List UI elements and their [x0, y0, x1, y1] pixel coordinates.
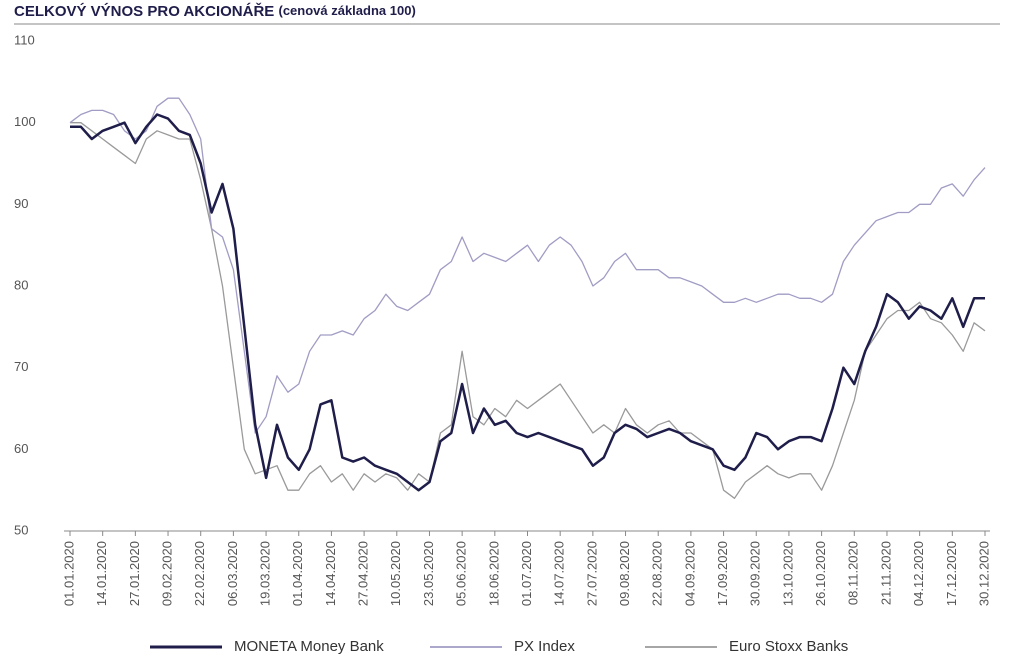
legend-text: PX Index	[514, 638, 575, 655]
series-line	[70, 122, 986, 499]
x-tick-label: 27.04.2020	[356, 541, 371, 606]
x-tick-label: 05.06.2020	[454, 541, 469, 606]
chart-title: CELKOVÝ VÝNOS PRO AKCIONÁŘE (cenová zákl…	[14, 2, 416, 20]
series-line	[70, 113, 985, 492]
x-tick-label: 14.01.2020	[94, 541, 109, 606]
x-tick-label: 27.07.2020	[584, 541, 599, 606]
legend-text: Euro Stoxx Banks	[729, 638, 848, 655]
x-tick-label: 14.04.2020	[323, 541, 338, 606]
x-tick-label: 17.12.2020	[944, 541, 959, 606]
x-tick-label: 01.04.2020	[290, 541, 305, 606]
x-tick-label: 04.12.2020	[911, 541, 926, 606]
x-tick-label: 22.02.2020	[192, 541, 207, 606]
x-tick-label: 30.12.2020	[976, 541, 991, 606]
x-tick-label: 04.09.2020	[682, 541, 697, 606]
subtitle: (cenová základna 100)	[278, 3, 415, 18]
x-tick-label: 27.01.2020	[127, 541, 142, 606]
x-tick-label: 18.06.2020	[486, 541, 501, 606]
x-tick-label: 09.08.2020	[617, 541, 632, 606]
x-tick-label: 01.01.2020	[61, 541, 76, 606]
x-tick-label: 30.09.2020	[748, 541, 763, 606]
y-tick-label: 90	[14, 196, 28, 211]
x-tick-label: 22.08.2020	[650, 541, 665, 606]
x-tick-label: 26.10.2020	[813, 541, 828, 606]
y-tick-label: 50	[14, 522, 28, 537]
x-tick-label: 21.11.2020	[878, 541, 893, 605]
x-tick-label: 10.05.2020	[388, 541, 403, 606]
x-tick-label: 01.07.2020	[519, 541, 534, 606]
x-tick-label: 09.02.2020	[159, 541, 174, 606]
y-tick-label: 100	[14, 114, 36, 129]
x-tick-label: 06.03.2020	[225, 541, 240, 606]
x-tick-label: 17.09.2020	[715, 541, 730, 606]
x-tick-label: 13.10.2020	[780, 541, 795, 606]
x-tick-label: 23.05.2020	[421, 541, 436, 606]
title-main: CELKOVÝ VÝNOS PRO AKCIONÁŘE	[14, 2, 274, 20]
y-tick-label: 70	[14, 359, 28, 374]
y-tick-label: 80	[14, 277, 28, 292]
y-tick-label: 60	[14, 441, 28, 456]
legend-text: MONETA Money Bank	[234, 638, 384, 655]
x-tick-label: 08.11.2020	[846, 541, 861, 605]
series-line	[69, 97, 986, 434]
x-tick-label: 19.03.2020	[258, 541, 273, 606]
x-tick-label: 14.07.2020	[552, 541, 567, 606]
y-tick-label: 110	[14, 32, 35, 47]
